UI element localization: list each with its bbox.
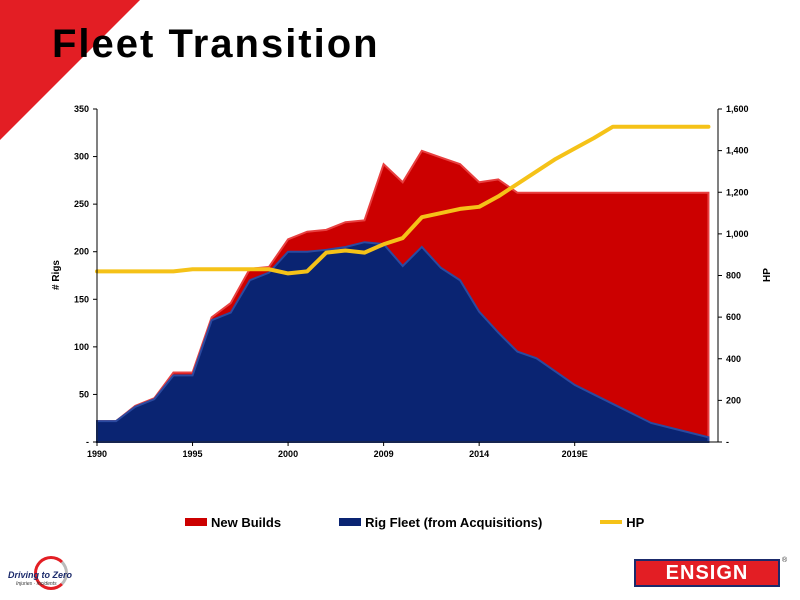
x-tick-label: 2000 — [278, 449, 298, 459]
x-tick-label: 2009 — [374, 449, 394, 459]
legend-swatch-hp — [600, 520, 623, 524]
driving-to-zero-logo: Driving to Zero Injuries · Incidents — [8, 556, 88, 596]
page-title: Fleet Transition — [52, 22, 380, 66]
y2-tick-label: - — [726, 437, 729, 447]
x-tick-label: 1995 — [183, 449, 203, 459]
y2-tick-label: 600 — [726, 312, 741, 322]
driving-to-zero-subtext: Injuries · Incidents — [16, 581, 57, 587]
y2-tick-label: 400 — [726, 354, 741, 364]
y2-axis-title: HP — [762, 268, 773, 282]
legend-label-hp: HP — [626, 514, 645, 530]
legend-item-new-builds: New Builds — [185, 515, 281, 530]
legend-swatch-new-builds — [185, 518, 207, 526]
legend-label-new-builds: New Builds — [211, 514, 282, 530]
y2-tick-label: 800 — [726, 271, 741, 281]
legend-item-rig-fleet: Rig Fleet (from Acquisitions) — [339, 515, 542, 530]
y-tick-label: 200 — [74, 247, 89, 257]
y-axis-title: # Rigs — [51, 260, 62, 290]
series-area-rig-fleet — [96, 241, 710, 443]
driving-to-zero-text: Driving to Zero — [8, 570, 73, 580]
legend-swatch-rig-fleet — [339, 518, 362, 526]
y2-tick-label: 1,600 — [726, 104, 749, 114]
legend-label-rig-fleet: Rig Fleet (from Acquisitions) — [365, 514, 543, 530]
x-tick-label: 2014 — [469, 449, 489, 459]
y2-tick-label: 1,000 — [726, 229, 749, 239]
legend-item-hp: HP — [600, 515, 644, 530]
y-tick-label: 50 — [79, 389, 89, 399]
x-tick-label: 1990 — [87, 449, 107, 459]
y-tick-label: 250 — [74, 199, 89, 209]
series-line-hp — [95, 124, 711, 276]
y2-tick-label: 200 — [726, 395, 741, 405]
y-tick-label: 150 — [74, 294, 89, 304]
chart-legend: New Builds Rig Fleet (from Acquisitions)… — [185, 512, 702, 532]
registered-mark: ® — [782, 557, 788, 564]
red-corner-accent — [0, 0, 140, 140]
x-tick-label: 2019E — [562, 449, 588, 459]
y-tick-label: 350 — [74, 104, 89, 114]
y-tick-label: 100 — [74, 342, 89, 352]
y2-tick-label: 1,400 — [726, 146, 749, 156]
y-tick-label: - — [86, 437, 89, 447]
ensign-logo-text: ENSIGN — [665, 561, 749, 584]
ensign-logo: ENSIGN — [634, 559, 780, 587]
y2-tick-label: 1,200 — [726, 187, 749, 197]
y-tick-label: 300 — [74, 152, 89, 162]
circular-arrow-icon — [34, 556, 68, 590]
